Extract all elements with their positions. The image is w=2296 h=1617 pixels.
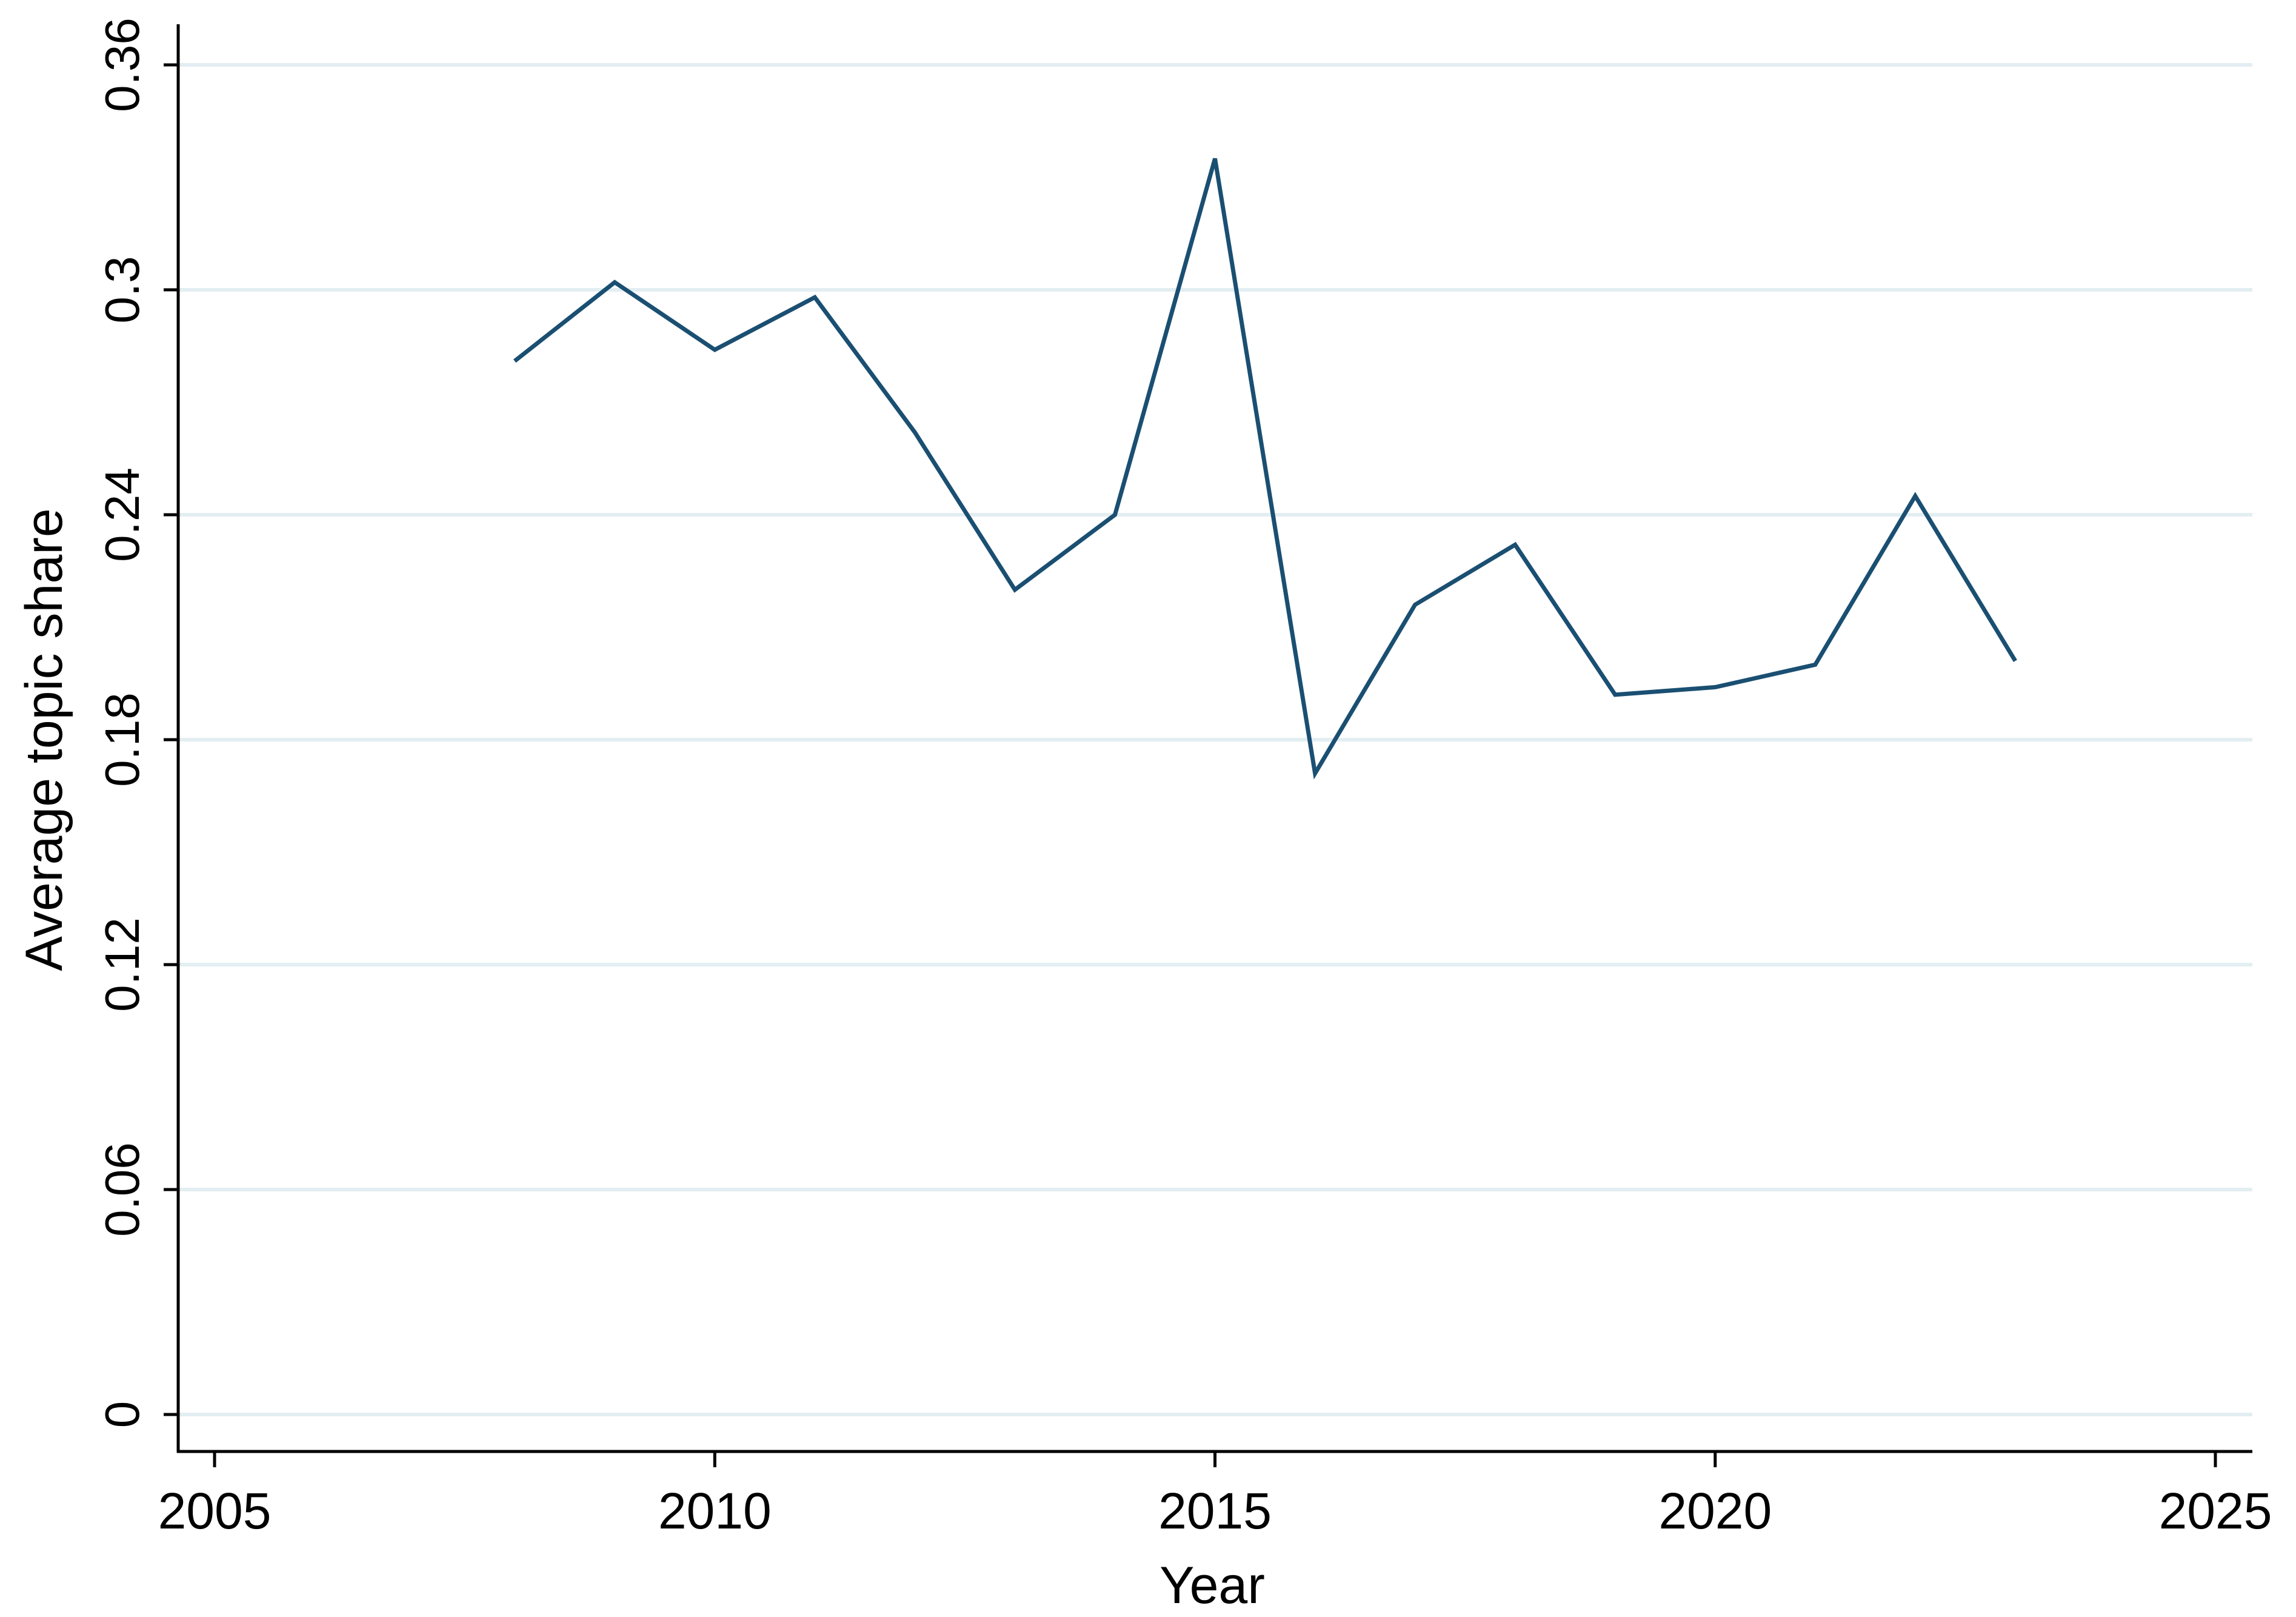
y-tick-label: 0.12 bbox=[95, 917, 149, 1012]
y-axis-title: Average topic share bbox=[15, 508, 73, 971]
x-tick-label: 2020 bbox=[1658, 1482, 1772, 1539]
grid-lines bbox=[178, 63, 2252, 1416]
data-point-2023 bbox=[2014, 659, 2017, 663]
y-tick-label: 0.36 bbox=[95, 18, 149, 112]
y-tick-label: 0.06 bbox=[95, 1142, 149, 1237]
data-point-2022 bbox=[1914, 494, 1917, 498]
data-point-2013 bbox=[1013, 588, 1016, 592]
data-point-2011 bbox=[813, 295, 816, 299]
y-ticks: 0 0.06 0.12 0.18 0.24 0.3 0.36 bbox=[95, 18, 178, 1428]
y-tick-label: 0.18 bbox=[95, 692, 149, 787]
y-tick-label: 0 bbox=[95, 1401, 149, 1428]
data-point-2012 bbox=[913, 430, 916, 434]
y-tick-label: 0.24 bbox=[95, 467, 149, 562]
data-point-2008 bbox=[513, 359, 516, 363]
data-point-2020 bbox=[1714, 685, 1717, 689]
x-axis-title: Year bbox=[1160, 1556, 1265, 1615]
x-ticks: 2005 2010 2015 2020 2025 bbox=[158, 1451, 2272, 1539]
series-line bbox=[513, 158, 2017, 780]
x-tick-label: 2025 bbox=[2159, 1482, 2272, 1539]
x-tick-label: 2005 bbox=[158, 1482, 272, 1539]
data-point-2018 bbox=[1513, 543, 1517, 546]
data-point-2009 bbox=[613, 281, 616, 284]
data-point-2010 bbox=[713, 348, 716, 352]
data-point-2019 bbox=[1614, 693, 1617, 697]
x-tick-label: 2015 bbox=[1158, 1482, 1272, 1539]
x-tick-label: 2010 bbox=[658, 1482, 772, 1539]
data-point-2015 bbox=[1213, 157, 1217, 161]
data-point-2014 bbox=[1113, 513, 1116, 517]
data-point-2017 bbox=[1413, 603, 1417, 606]
y-tick-label: 0.3 bbox=[95, 256, 149, 323]
data-point-2021 bbox=[1814, 663, 1817, 666]
data-point-2016 bbox=[1313, 772, 1317, 775]
